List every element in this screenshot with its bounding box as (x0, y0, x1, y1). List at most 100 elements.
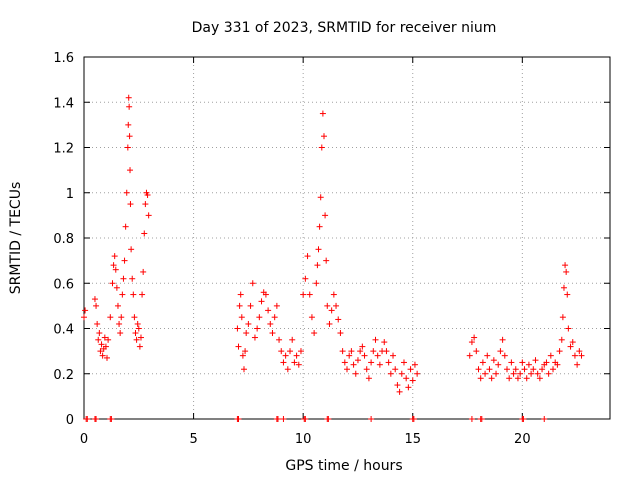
y-tick-label: 0 (66, 413, 74, 428)
data-point (328, 307, 335, 314)
data-point (133, 336, 140, 343)
data-point (545, 370, 552, 377)
data-point (361, 352, 368, 359)
data-point (136, 343, 143, 350)
data-point (297, 348, 304, 355)
data-point (493, 370, 500, 377)
data-point (234, 325, 241, 332)
data-point (475, 366, 482, 373)
data-point (392, 366, 399, 373)
data-point (394, 382, 401, 389)
data-point (468, 416, 475, 422)
data-point (126, 103, 133, 110)
data-point (119, 291, 126, 298)
data-point (354, 357, 361, 364)
data-point (274, 416, 281, 422)
tick-layer: 0 0.2 0.4 0.6 0.8 1 1.2 1.4 1.6 0 5 10 15 20 (53, 51, 610, 447)
data-point (110, 262, 117, 269)
data-point (123, 189, 130, 196)
data-point (118, 314, 125, 321)
data-point (91, 296, 98, 303)
data-point (554, 361, 561, 368)
data-point (129, 275, 136, 282)
data-point (510, 370, 517, 377)
data-point (319, 110, 326, 117)
y-tick-label: 1 (66, 187, 74, 202)
data-point (247, 302, 254, 309)
data-point (534, 370, 541, 377)
y-tick-label: 1.4 (53, 96, 74, 111)
data-point (405, 384, 412, 391)
data-point (122, 223, 129, 230)
data-point (490, 357, 497, 364)
x-axis-label: GPS time / hours (285, 458, 402, 474)
y-tick-label: 1.6 (53, 51, 74, 66)
y-tick-label: 0.6 (53, 277, 74, 292)
data-point (324, 302, 331, 309)
data-point (84, 416, 91, 422)
data-point (506, 375, 513, 382)
data-point (126, 133, 133, 140)
data-point (98, 341, 105, 348)
data-point (140, 268, 147, 275)
data-point (348, 348, 355, 355)
data-point (242, 348, 249, 355)
data-point (132, 330, 139, 337)
data-point (102, 343, 109, 350)
data-point (497, 348, 504, 355)
grid-layer (84, 57, 610, 419)
data-point (249, 280, 256, 287)
data-point (368, 359, 375, 366)
data-point (235, 343, 242, 350)
data-point (139, 291, 146, 298)
data-point (398, 370, 405, 377)
data-point (565, 325, 572, 332)
data-point (488, 375, 495, 382)
data-point (320, 133, 327, 140)
data-point (503, 366, 510, 373)
data-point (365, 375, 372, 382)
data-point (333, 302, 340, 309)
data-point (547, 352, 554, 359)
x-tick-label: 15 (404, 432, 421, 447)
data-point (344, 366, 350, 373)
data-point (293, 352, 300, 359)
data-point (514, 375, 521, 382)
data-point (390, 352, 397, 359)
data-point (325, 416, 332, 422)
data-point (330, 291, 337, 298)
data-point (574, 361, 581, 368)
data-point (145, 212, 152, 219)
data-point (300, 291, 307, 298)
data-point (556, 348, 563, 355)
data-point (114, 302, 121, 309)
data-point (414, 370, 421, 377)
data-point (381, 339, 388, 346)
y-tick-label: 0.4 (53, 323, 74, 338)
data-point (326, 320, 333, 327)
data-point (113, 284, 120, 291)
data-point (111, 253, 118, 260)
data-point (127, 167, 134, 174)
data-point (558, 336, 565, 343)
x-tick-label: 20 (514, 432, 531, 447)
data-point (128, 246, 135, 253)
data-point (486, 366, 493, 373)
data-point (403, 375, 410, 382)
data-point (284, 366, 291, 373)
data-point (543, 359, 550, 366)
data-point (370, 348, 377, 355)
data-point (520, 416, 527, 422)
data-point (137, 334, 144, 341)
data-point (127, 201, 134, 208)
data-point (238, 314, 245, 321)
data-point (236, 302, 243, 309)
data-point (308, 314, 315, 321)
data-point (256, 314, 263, 321)
data-point (352, 370, 359, 377)
x-tick-label: 5 (189, 432, 197, 447)
data-point (254, 325, 261, 332)
data-point (471, 334, 478, 341)
data-point (385, 359, 392, 366)
